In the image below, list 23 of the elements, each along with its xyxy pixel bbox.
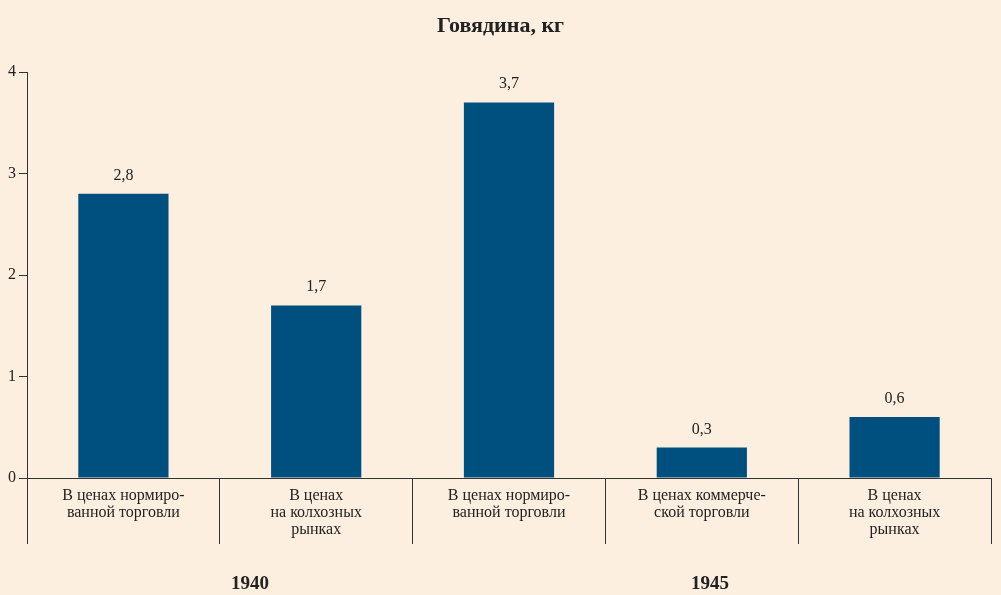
y-tick-label: 4	[8, 62, 16, 80]
bar	[463, 102, 555, 478]
y-tick-label: 0	[8, 468, 16, 486]
y-tick-label: 3	[8, 163, 16, 181]
bar	[656, 447, 747, 478]
data-label: 0,3	[691, 419, 712, 437]
data-label: 1,7	[306, 277, 327, 295]
text: 1940	[231, 572, 269, 594]
chart-title: Говядина, кг	[435, 12, 566, 38]
data-label: 2,8	[113, 165, 134, 183]
y-tick-label: 2	[8, 265, 16, 283]
y-tick-label: 1	[8, 366, 16, 384]
x-tick-label: В ценах на колхозных рынках	[848, 486, 941, 537]
x-tick-label: В ценах нормиро- ванной торговли	[447, 486, 571, 520]
x-tick-label: В ценах нормиро- ванной торговли	[62, 486, 185, 520]
text: 1945	[691, 572, 729, 594]
bar	[78, 193, 169, 478]
data-label: 3,7	[499, 74, 519, 92]
data-label: 0,6	[884, 389, 905, 407]
bar	[849, 417, 940, 478]
bar	[271, 305, 362, 478]
x-tick-label: В ценах коммерче- ской торговли	[637, 486, 766, 520]
x-tick-label: В ценах на колхозных рынках	[270, 486, 362, 537]
